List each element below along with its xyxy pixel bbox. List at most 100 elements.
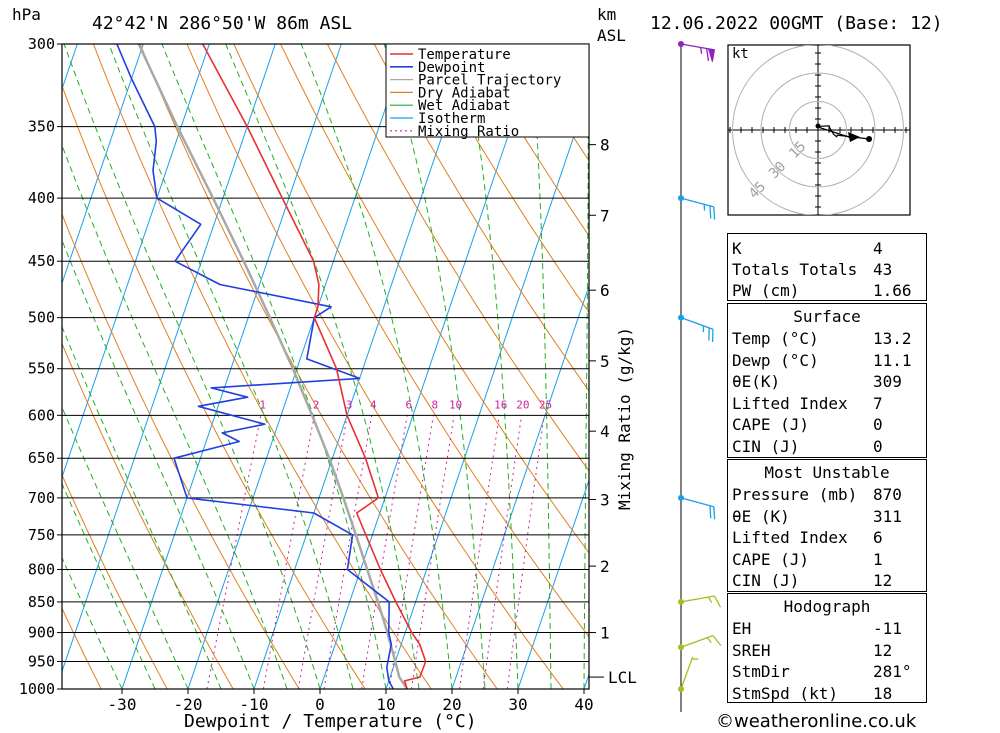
surface-row-value: 13.2 xyxy=(873,329,912,348)
pressure-tick-label: 950 xyxy=(28,653,55,671)
mixing-ratio-label: 3 xyxy=(346,398,353,411)
wind-barb-half-feather xyxy=(706,637,712,644)
height-tick-label: 5 xyxy=(600,352,610,371)
hpa-unit-label: hPa xyxy=(12,5,41,24)
isotherm-line xyxy=(517,478,589,689)
dry-adiabat-line xyxy=(326,44,589,472)
totals-totals-value: 43 xyxy=(873,260,893,279)
location-title: 42°42'N 286°50'W 86m ASL xyxy=(92,13,352,34)
height-tick-label: 6 xyxy=(600,281,610,300)
totals-totals-label: Totals Totals xyxy=(732,260,858,279)
height-tick-label: 3 xyxy=(600,490,610,509)
pressure-tick-label: 450 xyxy=(28,252,55,270)
dry-adiabat-line xyxy=(936,44,1000,689)
dry-adiabat-line xyxy=(139,44,498,689)
dry-adiabat-line xyxy=(92,44,432,689)
wind-barb-shaft xyxy=(680,317,714,330)
pressure-tick-label: 750 xyxy=(28,526,55,544)
mixing-ratio-label: 1 xyxy=(259,398,266,411)
wet-adiabat-line xyxy=(583,44,589,689)
mixing-ratio-line xyxy=(206,415,262,689)
isotherm-line xyxy=(0,44,11,689)
isotherm-line xyxy=(253,44,474,689)
copyright-footer[interactable]: ©weatheronline.co.uk xyxy=(716,711,917,732)
hodograph-stat-row-value: 18 xyxy=(873,683,893,703)
wind-barb xyxy=(678,41,716,62)
lcl-label: LCL xyxy=(608,668,637,687)
most-unstable-row-value: 1 xyxy=(873,549,883,569)
pressure-tick-label: 600 xyxy=(28,406,55,424)
storm-motion-arrow xyxy=(848,132,860,142)
pressure-tick-label: 500 xyxy=(28,309,55,327)
legend-entry: Dewpoint xyxy=(418,60,485,76)
surface-row-value: 7 xyxy=(873,393,883,413)
surface-row-value: 11.1 xyxy=(873,350,912,370)
isotherm-line xyxy=(62,44,210,479)
hodograph-end-dot xyxy=(866,136,873,143)
surface-row-value: 309 xyxy=(873,372,902,391)
hodograph-stat-row-value: 12 xyxy=(873,640,893,660)
x-axis-label: Dewpoint / Temperature (°C) xyxy=(184,711,477,732)
surface-row-label: θE(K) xyxy=(732,372,781,391)
wind-barb xyxy=(678,595,722,608)
pw-value: 1.66 xyxy=(873,281,912,300)
surface-row-label: CIN (J) xyxy=(732,436,800,456)
height-tick-label: 2 xyxy=(600,557,610,576)
wind-barb-half-feather xyxy=(708,596,713,603)
pressure-tick-label: 350 xyxy=(28,118,55,136)
wind-barb xyxy=(678,634,722,651)
wind-barb-feather xyxy=(705,48,710,62)
mixing-ratio-axis-label: Mixing Ratio (g/kg) xyxy=(615,327,634,510)
pressure-tick-label: 550 xyxy=(28,360,55,378)
pressure-tick-label: 1000 xyxy=(19,680,55,698)
temperature-tick-label: 10 xyxy=(376,695,395,714)
wind-barb-feather xyxy=(709,205,712,219)
isotherm-line xyxy=(385,90,589,689)
wind-barb-shaft xyxy=(680,634,714,648)
dry-adiabat-line xyxy=(420,44,589,314)
surface-row-value: 0 xyxy=(873,436,883,456)
wet-adiabat-line xyxy=(462,44,519,689)
wind-barb-shaft xyxy=(680,197,715,208)
wind-barbs xyxy=(678,41,722,692)
hodograph-ring xyxy=(732,45,904,215)
height-tick-label: 4 xyxy=(600,422,610,441)
k-index-value: 4 xyxy=(873,239,883,258)
wind-barb xyxy=(678,195,716,220)
wind-barb-flag xyxy=(707,48,716,62)
height-tick-label: 7 xyxy=(600,206,610,225)
surface-row: CIN (J) 0 xyxy=(732,436,922,458)
pw-label: PW (cm) xyxy=(732,281,800,300)
mixing-ratio-label: 10 xyxy=(449,398,462,411)
temperature-profile xyxy=(201,44,427,689)
isotherm-line xyxy=(62,44,276,673)
asl-unit-label: ASL xyxy=(597,26,626,45)
pressure-tick-label: 400 xyxy=(28,189,55,207)
surface-row-label: Dewp (°C) xyxy=(732,350,819,370)
most-unstable-title: Most Unstable xyxy=(764,463,890,482)
dewpoint-profile xyxy=(116,44,394,689)
hodograph-stat-row: StmSpd (kt) 18 xyxy=(732,683,922,705)
wind-barb xyxy=(678,494,716,520)
mixing-ratio-label: 8 xyxy=(432,398,439,411)
k-index-label: K xyxy=(732,239,742,258)
temperature-tick-label: -30 xyxy=(108,695,137,714)
pressure-tick-label: 300 xyxy=(28,35,55,53)
temperature-tick-label: -10 xyxy=(240,695,269,714)
pressure-tick-label: 900 xyxy=(28,624,55,642)
surface-row-label: CAPE (J) xyxy=(732,415,810,434)
temperature-tick-label: 30 xyxy=(508,695,527,714)
dry-adiabat-line xyxy=(62,84,366,689)
wind-barb-feather xyxy=(712,635,722,646)
plot-frame xyxy=(61,43,590,690)
wet-adiabat-line xyxy=(62,556,123,689)
hodograph-ring xyxy=(760,72,876,188)
wet-adiabat-line xyxy=(63,44,321,689)
isotherm-line xyxy=(319,44,540,689)
hodograph-table-title: Hodograph xyxy=(783,597,871,616)
hodograph-ring xyxy=(789,101,847,159)
wind-barb xyxy=(678,656,699,692)
dewpoint-line xyxy=(116,44,394,689)
temperature-line xyxy=(201,44,427,689)
hodograph-stat-row-label: SREH xyxy=(732,640,771,660)
